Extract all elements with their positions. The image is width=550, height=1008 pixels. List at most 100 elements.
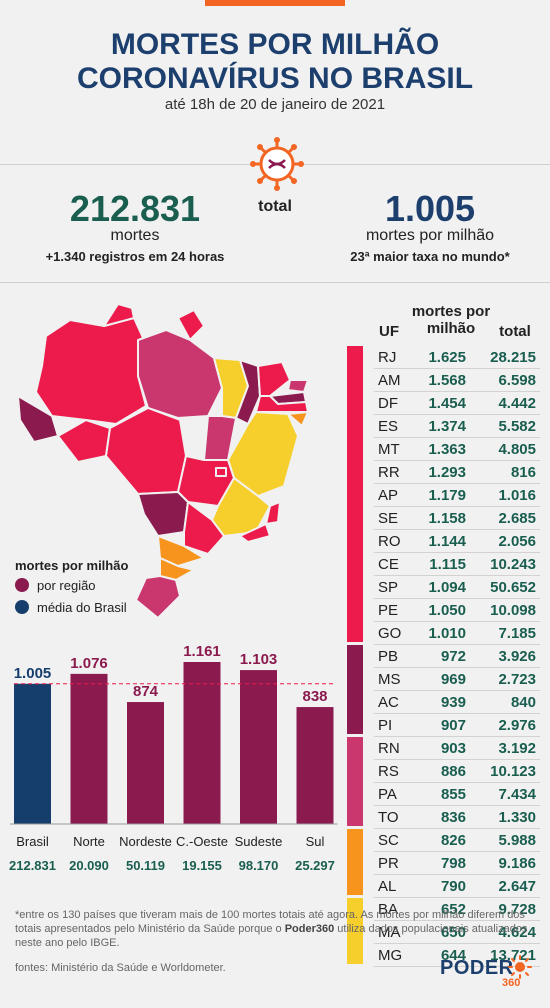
table-row: PB 972 3.926 (374, 645, 540, 668)
deaths-per-million: 969 (440, 671, 466, 688)
state-ac (17, 395, 59, 443)
state-pr (157, 535, 205, 567)
sources: fontes: Ministério da Saúde e Worldomete… (15, 962, 226, 974)
table-row: PE 1.050 10.098 (374, 599, 540, 622)
total-deaths: 2.723 (498, 671, 536, 688)
table-row: GO 1.010 7.185 (374, 622, 540, 645)
per-million-label: mortes por milhão (365, 227, 495, 244)
total-deaths: 5.988 (498, 832, 536, 849)
group-color-bar (347, 737, 363, 826)
deaths-per-million: 907 (440, 717, 466, 734)
table-row: BA 652 9.728 (374, 898, 540, 921)
legend-region-label: por região (37, 578, 96, 593)
deaths-value: 212.831 (69, 188, 201, 229)
total-deaths: 4.442 (498, 395, 536, 412)
bar (14, 683, 51, 824)
table-row: ES 1.374 5.582 (374, 415, 540, 438)
total-deaths: 28.215 (490, 349, 536, 366)
state-code: SE (378, 510, 399, 527)
table-row: MA 650 4.624 (374, 921, 540, 944)
deaths-per-million: 798 (440, 855, 466, 872)
state-rn (287, 379, 309, 393)
category-label: Norte (73, 834, 105, 849)
total-deaths: 10.098 (490, 602, 536, 619)
state-ap (177, 309, 205, 341)
total-deaths: 7.434 (498, 786, 536, 803)
table-row: RR 1.293 816 (374, 461, 540, 484)
deaths-per-million: 1.374 (428, 418, 466, 435)
table-row: MT 1.363 4.805 (374, 438, 540, 461)
bar-value-label: 1.076 (70, 655, 108, 672)
legend-average-dot (15, 600, 29, 614)
total-deaths: 1.330 (498, 809, 536, 826)
brazil-map (17, 303, 309, 619)
total-deaths: 2.056 (498, 533, 536, 550)
table-row: AL 790 2.647 (374, 875, 540, 898)
group-color-bar (347, 829, 363, 895)
state-code: RS (378, 763, 399, 780)
total-deaths: 9.728 (498, 901, 536, 918)
state-code: PB (378, 648, 399, 665)
deaths-per-million: 1.363 (428, 441, 466, 458)
state-code: PR (378, 855, 399, 872)
state-code: AL (378, 878, 397, 895)
footnote-text-b: utiliza dados populacionais atualizados … (15, 923, 528, 949)
deaths-note: +1.340 registros em 24 horas (45, 249, 225, 264)
state-sc (159, 557, 195, 581)
total-deaths: 6.598 (498, 372, 536, 389)
state-df (215, 467, 227, 477)
state-code: RJ (378, 349, 397, 366)
bar (70, 673, 108, 824)
poder360-logo: PODER 360 (440, 955, 540, 995)
state-pa (137, 329, 223, 419)
state-code: ES (378, 418, 399, 435)
category-total: 212.831 (9, 858, 56, 873)
bar (183, 662, 221, 824)
state-code: MG (378, 947, 403, 964)
total-deaths: 2.976 (498, 717, 536, 734)
deaths-per-million: 939 (440, 694, 466, 711)
legend-region-dot (15, 578, 29, 592)
total-deaths: 9.186 (498, 855, 536, 872)
table-row: DF 1.454 4.442 (374, 392, 540, 415)
total-deaths: 840 (510, 694, 536, 711)
bar-value-label: 874 (133, 683, 159, 700)
table-row: PA 855 7.434 (374, 783, 540, 806)
deaths-per-million: 1.179 (428, 487, 466, 504)
table-header-total: total (499, 323, 531, 340)
table-row: PI 907 2.976 (374, 714, 540, 737)
group-color-bar (347, 645, 363, 734)
footnote-brand: Poder360 (284, 923, 335, 935)
deaths-per-million: 790 (440, 878, 466, 895)
state-rs (135, 575, 181, 619)
group-color-bar (347, 898, 363, 964)
title-line-2: CORONAVÍRUS NO BRASIL (76, 62, 474, 95)
state-ro (57, 419, 111, 463)
table-row: SC 826 5.988 (374, 829, 540, 852)
state-code: TO (378, 809, 399, 826)
deaths-per-million: 826 (440, 832, 466, 849)
total-deaths: 50.652 (490, 579, 536, 596)
table-row: RN 903 3.192 (374, 737, 540, 760)
legend-title: mortes por milhão (15, 558, 129, 573)
legend-region: por região (15, 578, 96, 593)
state-code: CE (378, 556, 399, 573)
deaths-per-million: 1.115 (429, 556, 466, 573)
table-header-mpm-line1: mortes por (411, 303, 491, 320)
total-deaths: 4.805 (498, 441, 536, 458)
state-code: MT (378, 441, 400, 458)
bar-value-label: 1.103 (240, 651, 278, 668)
table-row: CE 1.115 10.243 (374, 553, 540, 576)
table-row: AC 939 840 (374, 691, 540, 714)
table-row: MG 644 13.721 (374, 944, 540, 967)
total-deaths: 2.685 (498, 510, 536, 527)
deaths-per-million: 1.568 (428, 372, 466, 389)
state-code: RR (378, 464, 400, 481)
table-row: RO 1.144 2.056 (374, 530, 540, 553)
deaths-per-million: 836 (440, 809, 466, 826)
total-deaths: 7.185 (498, 625, 536, 642)
state-al (287, 411, 309, 427)
legend-average-label: média do Brasil (37, 600, 127, 615)
state-code: SC (378, 832, 399, 849)
deaths-label: mortes (110, 227, 160, 244)
